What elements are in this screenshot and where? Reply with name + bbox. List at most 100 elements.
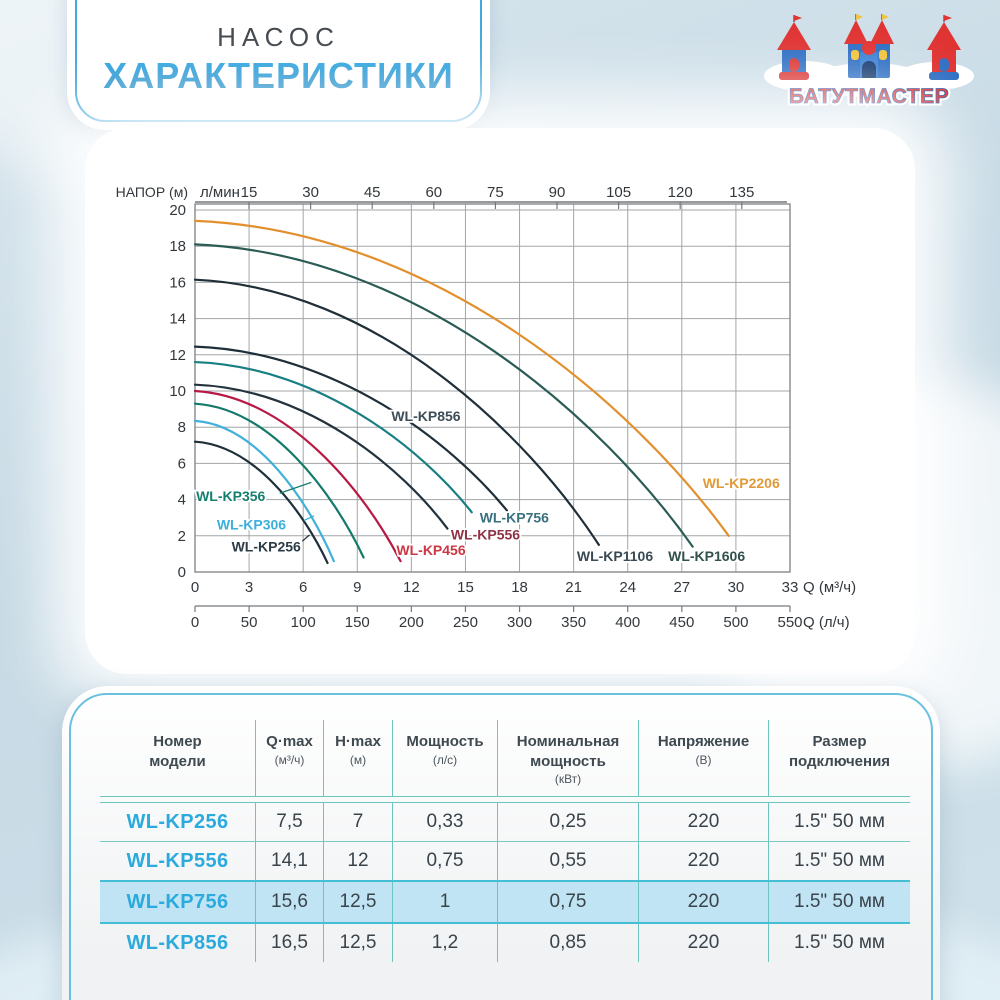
curve-label-WL-KP856: WL-KP856	[391, 408, 460, 424]
x2-tick-label: 550	[777, 614, 802, 631]
top-tick-label: 45	[364, 184, 381, 201]
pump-curve-WL-KP2206	[193, 219, 730, 537]
x-tick-label: 9	[353, 579, 361, 596]
spec-table: Номер модели Q·max (м³/ч) H·max (м) Мощность (л…	[100, 720, 910, 962]
column-header-title: Размер	[812, 733, 867, 750]
column-header-title: Номер	[153, 733, 202, 750]
y-tick-label: 4	[178, 492, 186, 509]
top-axis-title: л/мин	[200, 184, 240, 201]
table-cell: 1	[392, 882, 497, 922]
page-subtitle: НАСОС	[217, 22, 340, 52]
pump-curve-WL-KP256	[193, 440, 329, 565]
x2-tick-label: 450	[669, 614, 694, 631]
model-name-cell: WL-KP756	[126, 890, 229, 913]
table-row: WL-KP256 7,5 7 0,33 0,25 220 1.5" 50 мм	[100, 803, 910, 841]
table-header-row: Номер модели Q·max (м³/ч) H·max (м) Мощность (л…	[100, 720, 910, 796]
pump-curve-WL-KP1106	[193, 278, 600, 546]
table-cell: 220	[638, 803, 768, 841]
x-tick-label: 21	[565, 579, 582, 596]
curve-leader-WL-KP256	[301, 534, 310, 542]
x-axis-title: Q (м³/ч)	[803, 579, 856, 596]
pump-curve-WL-KP456	[193, 389, 402, 563]
table-cell: 12,5	[323, 924, 392, 962]
curve-label-WL-KP256: WL-KP256	[232, 539, 301, 555]
pump-curve-WL-KP306	[193, 419, 335, 563]
top-tick-label: 30	[302, 184, 319, 201]
table-cell: 16,5	[255, 924, 323, 962]
pump-curve-WL-KP756	[193, 360, 473, 514]
y-axis-title: НАПОР (м)	[116, 184, 188, 200]
column-header-unit: (л/с)	[432, 752, 458, 767]
model-name-cell: WL-KP256	[126, 810, 229, 833]
curve-label-WL-KP456: WL-KP456	[396, 542, 465, 558]
table-cell: 220	[638, 842, 768, 880]
top-tick-label: 135	[729, 184, 754, 201]
page-title: ХАРАКТЕРИСТИКИ	[67, 55, 490, 97]
x2-tick-label: 500	[723, 614, 748, 631]
pump-curve-WL-KP556	[193, 383, 449, 530]
header-card-border	[75, 0, 482, 122]
column-header-title: Q·max	[266, 733, 313, 750]
top-tick-label: 75	[487, 184, 504, 201]
table-cell: 14,1	[255, 842, 323, 880]
column-header: Напряжение (В)	[638, 720, 768, 796]
header-titles: НАСОС ХАРАКТЕРИСТИКИ	[67, 22, 490, 97]
logo-wordmark: БАТУТМАСТЕР БАТУТМАСТЕР	[786, 83, 951, 111]
pump-curve-WL-KP356	[193, 402, 365, 559]
x-tick-label: 0	[191, 579, 199, 596]
model-name-cell: WL-KP556	[126, 849, 229, 872]
y-tick-label: 10	[169, 383, 186, 400]
column-header: Номинальная мощность (кВт)	[497, 720, 638, 796]
x-tick-label: 18	[511, 579, 528, 596]
x-tick-label: 3	[245, 579, 253, 596]
column-header-title: модели	[149, 752, 206, 770]
curve-label-WL-KP756: WL-KP756	[480, 509, 549, 525]
column-header-unit: (м³/ч)	[274, 752, 305, 767]
table-cell: 0,75	[392, 842, 497, 880]
table-cell: 1,2	[392, 924, 497, 962]
y-tick-label: 18	[169, 238, 186, 255]
x-tick-label: 24	[619, 579, 636, 596]
pump-curve-WL-KP1606	[193, 243, 694, 548]
y-tick-label: 12	[169, 347, 186, 364]
curve-label-WL-KP2206: WL-KP2206	[703, 475, 780, 491]
x-tick-label: 27	[673, 579, 690, 596]
curve-label-WL-KP356: WL-KP356	[196, 488, 265, 504]
curve-leader-WL-KP306	[303, 515, 315, 522]
column-header: Размер подключения	[768, 720, 910, 796]
column-header-unit: (кВт)	[554, 772, 582, 786]
top-tick-label: 60	[425, 184, 442, 201]
column-header-title: мощность	[530, 752, 606, 770]
top-tick-label: 15	[241, 184, 258, 201]
table-cell: 7	[323, 803, 392, 841]
x2-tick-label: 400	[615, 614, 640, 631]
x-axis2-title: Q (л/ч)	[803, 614, 850, 631]
column-header-title: Напряжение	[657, 733, 750, 750]
logo-brand-text: БАТУТМАСТЕР	[789, 85, 949, 108]
header-double-divider	[100, 796, 910, 803]
column-header-unit: (м)	[349, 752, 367, 767]
curve-label-WL-KP1106: WL-KP1106	[577, 548, 653, 564]
x2-tick-label: 350	[561, 614, 586, 631]
x-tick-label: 33	[782, 579, 799, 596]
x-tick-label: 30	[728, 579, 745, 596]
table-cell: 220	[638, 882, 768, 922]
table-cell: 0,33	[392, 803, 497, 841]
table-cell: 1.5" 50 мм	[768, 842, 910, 880]
table-cell: 12	[323, 842, 392, 880]
top-tick-label: 120	[668, 184, 693, 201]
table-cell: 0,25	[497, 803, 638, 841]
x2-tick-label: 200	[399, 614, 424, 631]
table-row: WL-KP856 16,5 12,5 1,2 0,85 220 1.5" 50 мм	[100, 924, 910, 962]
spec-table-card: Номер модели Q·max (м³/ч) H·max (м) Мощность (л…	[62, 686, 940, 1000]
curve-leader-WL-KP356	[279, 481, 312, 494]
column-header: Мощность (л/с)	[392, 720, 497, 796]
table-row: WL-KP556 14,1 12 0,75 0,55 220 1.5" 50 мм	[100, 841, 910, 880]
x-tick-label: 12	[403, 579, 420, 596]
logo-brand-halo: БАТУТМАСТЕР	[789, 85, 949, 108]
table-cell: 220	[638, 924, 768, 962]
table-cell: 1.5" 50 мм	[768, 803, 910, 841]
chart-panel: 0 2 4 6 8 10 12 14 16 18 20 НАПОР (м) л/мин 15 30 45 60 7…	[85, 128, 915, 674]
